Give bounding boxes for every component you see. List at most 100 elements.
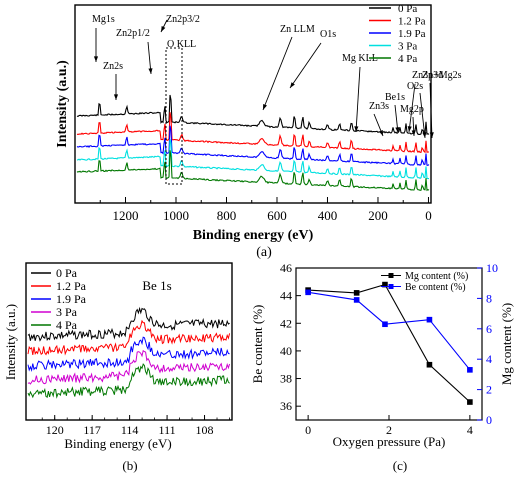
panel-c-xtick-label: 4 [467, 423, 473, 437]
spectrum-line-0-Pa [76, 94, 430, 135]
panel-c-ytick-right-label: 8 [486, 291, 492, 305]
series-point-mg [353, 290, 360, 296]
series-line-mg [308, 283, 471, 403]
peak-arrow-head [113, 94, 119, 100]
panel-b-xtick-label: 117 [83, 423, 101, 437]
peak-arrow-head [422, 132, 427, 138]
legend-label: 4 Pa [56, 318, 78, 332]
peak-arrow-head [148, 68, 153, 74]
panel-b-xtick-label: 114 [121, 423, 139, 437]
series-point-mg [467, 399, 473, 405]
legend-label: 0 Pa [398, 3, 417, 15]
peak-label: Zn3p+Mg2s [412, 70, 462, 81]
spectrum-line-3-Pa [76, 139, 429, 180]
panel-b-be1s: 120 117 114 111 108 0 Pa1.2 Pa1.9 Pa3 Pa4 Pa… [3, 262, 233, 473]
peak-arrow-head [354, 126, 359, 132]
legend-label: Be content (%) [405, 282, 466, 293]
peak-arrow-line [419, 92, 426, 139]
legend-label: 1.9 Pa [398, 28, 426, 40]
panel-a-xtick-label: 1000 [163, 208, 189, 223]
peak-arrow-head [407, 126, 412, 132]
peak-arrow-head [411, 130, 416, 136]
panel-a-xtick-label: 200 [368, 208, 388, 223]
panel-c-ytick-right-label: 6 [486, 322, 492, 336]
peak-arrow-head [429, 132, 434, 138]
peak-label: Zn LLM [280, 24, 315, 35]
spectrum-line-4-Pa [76, 150, 430, 192]
panel-a-xlabel: Binding energy (eV) [193, 228, 314, 243]
panel-b-xtick-label: 108 [196, 423, 214, 437]
panel-c-ytick-left-label: 36 [280, 399, 292, 413]
panel-b-frame [25, 262, 233, 421]
panel-b-title: Be 1s [142, 278, 171, 293]
legend-label: 4 Pa [398, 53, 417, 65]
panel-c-ytick-left-label: 42 [280, 316, 292, 330]
peak-arrow-line [355, 66, 361, 133]
series-point-be [382, 321, 388, 328]
be1s-line-0-Pa [27, 306, 230, 342]
legend-label: 1.2 Pa [56, 279, 87, 293]
peak-arrow-head [93, 56, 99, 62]
panel-c-ytick-right-label: 0 [486, 413, 492, 427]
peak-label: Zn2p3/2 [166, 14, 200, 25]
legend-label: 0 Pa [56, 266, 78, 280]
panel-c-xtick-label: 2 [386, 423, 392, 437]
panel-c-label: (c) [393, 458, 407, 473]
panel-a-xtick-label: 400 [318, 208, 338, 223]
panel-c-xlabel: Oxygen pressure (Pa) [333, 434, 446, 449]
panel-a-xps-survey: 1200 1000 800 600 400 200 0 Mg1s Zn2s Zn2p1/2 Zn2… [55, 3, 462, 260]
panel-a-xtick-label: 800 [217, 208, 237, 223]
spectrum-line-1-2-Pa [76, 112, 429, 154]
panel-a-ylabel: Intensity (a.u.) [55, 60, 70, 148]
peak-label: Mg KLL [342, 53, 378, 64]
peak-label: O1s [320, 29, 336, 40]
panel-c-ylabel-left: Be content (%) [250, 305, 265, 384]
peak-label: Be1s [385, 92, 405, 103]
peak-arrow-head [395, 127, 400, 133]
panel-c-ylabel-right: Mg content (%) [499, 303, 514, 385]
peak-label: Mg1s [92, 14, 115, 25]
series-point-be [305, 289, 311, 296]
series-point-mg [426, 361, 433, 368]
series-line-be [308, 291, 471, 371]
legend-label: 3 Pa [56, 305, 78, 319]
panel-c-ytick-left-label: 40 [280, 344, 292, 358]
legend-swatch-marker [388, 273, 394, 278]
panel-b-label: (b) [122, 458, 137, 473]
series-point-be [426, 316, 433, 323]
peak-label: Zn2s [103, 61, 123, 72]
peak-arrow-head [290, 82, 295, 88]
series-point-be [353, 297, 360, 303]
be1s-line-4-Pa [27, 363, 230, 399]
legend-label: 1.9 Pa [56, 292, 87, 306]
panel-c-ytick-left-label: 38 [280, 372, 292, 386]
legend-label: 3 Pa [398, 41, 417, 53]
peak-arrow-line [429, 82, 433, 139]
peak-label: Zn3d [422, 70, 443, 81]
peak-arrow-head [263, 104, 267, 110]
panel-c-ytick-right-label: 4 [486, 352, 492, 366]
legend-swatch-marker [388, 284, 394, 289]
peak-arrow-line [289, 42, 322, 89]
panel-b-xtick-label: 111 [159, 423, 176, 437]
panel-c-ytick-right-label: 10 [486, 261, 498, 275]
series-point-be [467, 367, 473, 373]
be1s-line-1-2-Pa [27, 319, 231, 356]
panel-b-xtick-label: 120 [46, 423, 64, 437]
peak-label: Zn2p1/2 [116, 28, 150, 39]
spectrum-line-1-9-Pa [76, 125, 430, 167]
panel-c-xtick-label: 0 [305, 423, 311, 437]
peak-label: Mg2p [400, 104, 424, 115]
panel-a-xtick-label: 600 [267, 208, 287, 223]
peak-arrow-head [378, 130, 383, 136]
panel-c-ytick-right-label: 2 [486, 383, 492, 397]
panel-a-label: (a) [256, 245, 272, 260]
peak-arrow-line [262, 36, 293, 111]
legend-label: Mg content (%) [405, 271, 468, 282]
series-point-mg [382, 281, 388, 288]
panel-c-ytick-left-label: 46 [280, 261, 292, 275]
panel-c-ytick-left-label: 44 [280, 289, 292, 303]
peak-label: O2s [407, 81, 423, 92]
